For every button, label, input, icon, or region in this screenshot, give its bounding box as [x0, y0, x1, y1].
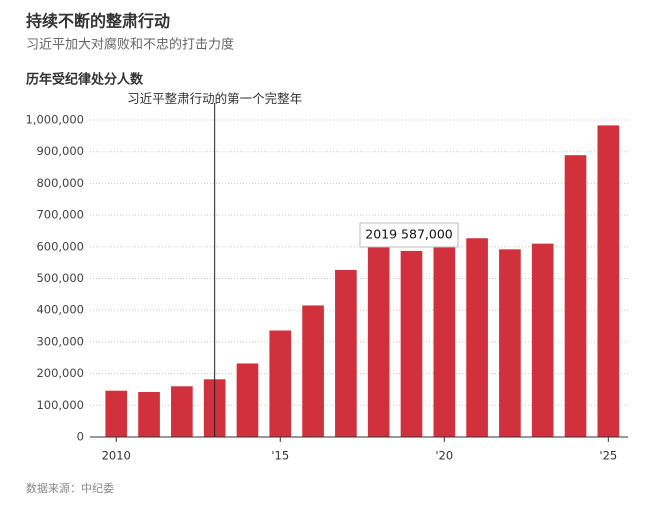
y-tick-label: 1,000,000 [25, 113, 84, 127]
y-tick-label: 300,000 [36, 334, 84, 348]
bar [531, 243, 554, 437]
tooltip-box [359, 222, 459, 248]
bar [499, 249, 521, 437]
x-tick-label: '25 [599, 449, 617, 463]
y-tick-label: 800,000 [36, 176, 84, 190]
tooltip-text: 2019 587,000 [365, 227, 453, 242]
annotation-text: 习近平整肃行动的第一个完整年 [127, 91, 302, 106]
bar [236, 363, 259, 437]
y-axis-title: 历年受纪律处分人数 [26, 72, 144, 88]
y-tick-label: 100,000 [36, 398, 84, 412]
x-tick-label: '20 [435, 449, 453, 463]
source: 数据来源：中纪委 [26, 481, 114, 495]
chart-subtitle: 习近平加大对腐败和不忠的打击力度 [26, 37, 234, 53]
y-tick-label: 500,000 [36, 271, 84, 285]
y-tick-label: 900,000 [36, 144, 84, 158]
y-tick-label: 600,000 [36, 239, 84, 253]
bar [138, 391, 160, 437]
bar [105, 390, 128, 437]
bar [597, 125, 620, 437]
bar [466, 238, 488, 437]
bar [171, 386, 193, 437]
x-tick-label: '15 [271, 449, 289, 463]
bar [269, 330, 292, 437]
x-tick-label: 2010 [102, 449, 131, 463]
bar [367, 240, 390, 437]
bar [400, 250, 423, 437]
y-tick-label: 0 [77, 430, 84, 444]
bar [335, 269, 357, 437]
y-tick-label: 700,000 [36, 208, 84, 222]
bar [302, 305, 324, 437]
chart-title: 持续不断的整肃行动 [26, 12, 170, 31]
bar [433, 245, 456, 437]
y-tick-label: 400,000 [36, 303, 84, 317]
y-tick-label: 200,000 [36, 366, 84, 380]
bar [564, 155, 587, 437]
